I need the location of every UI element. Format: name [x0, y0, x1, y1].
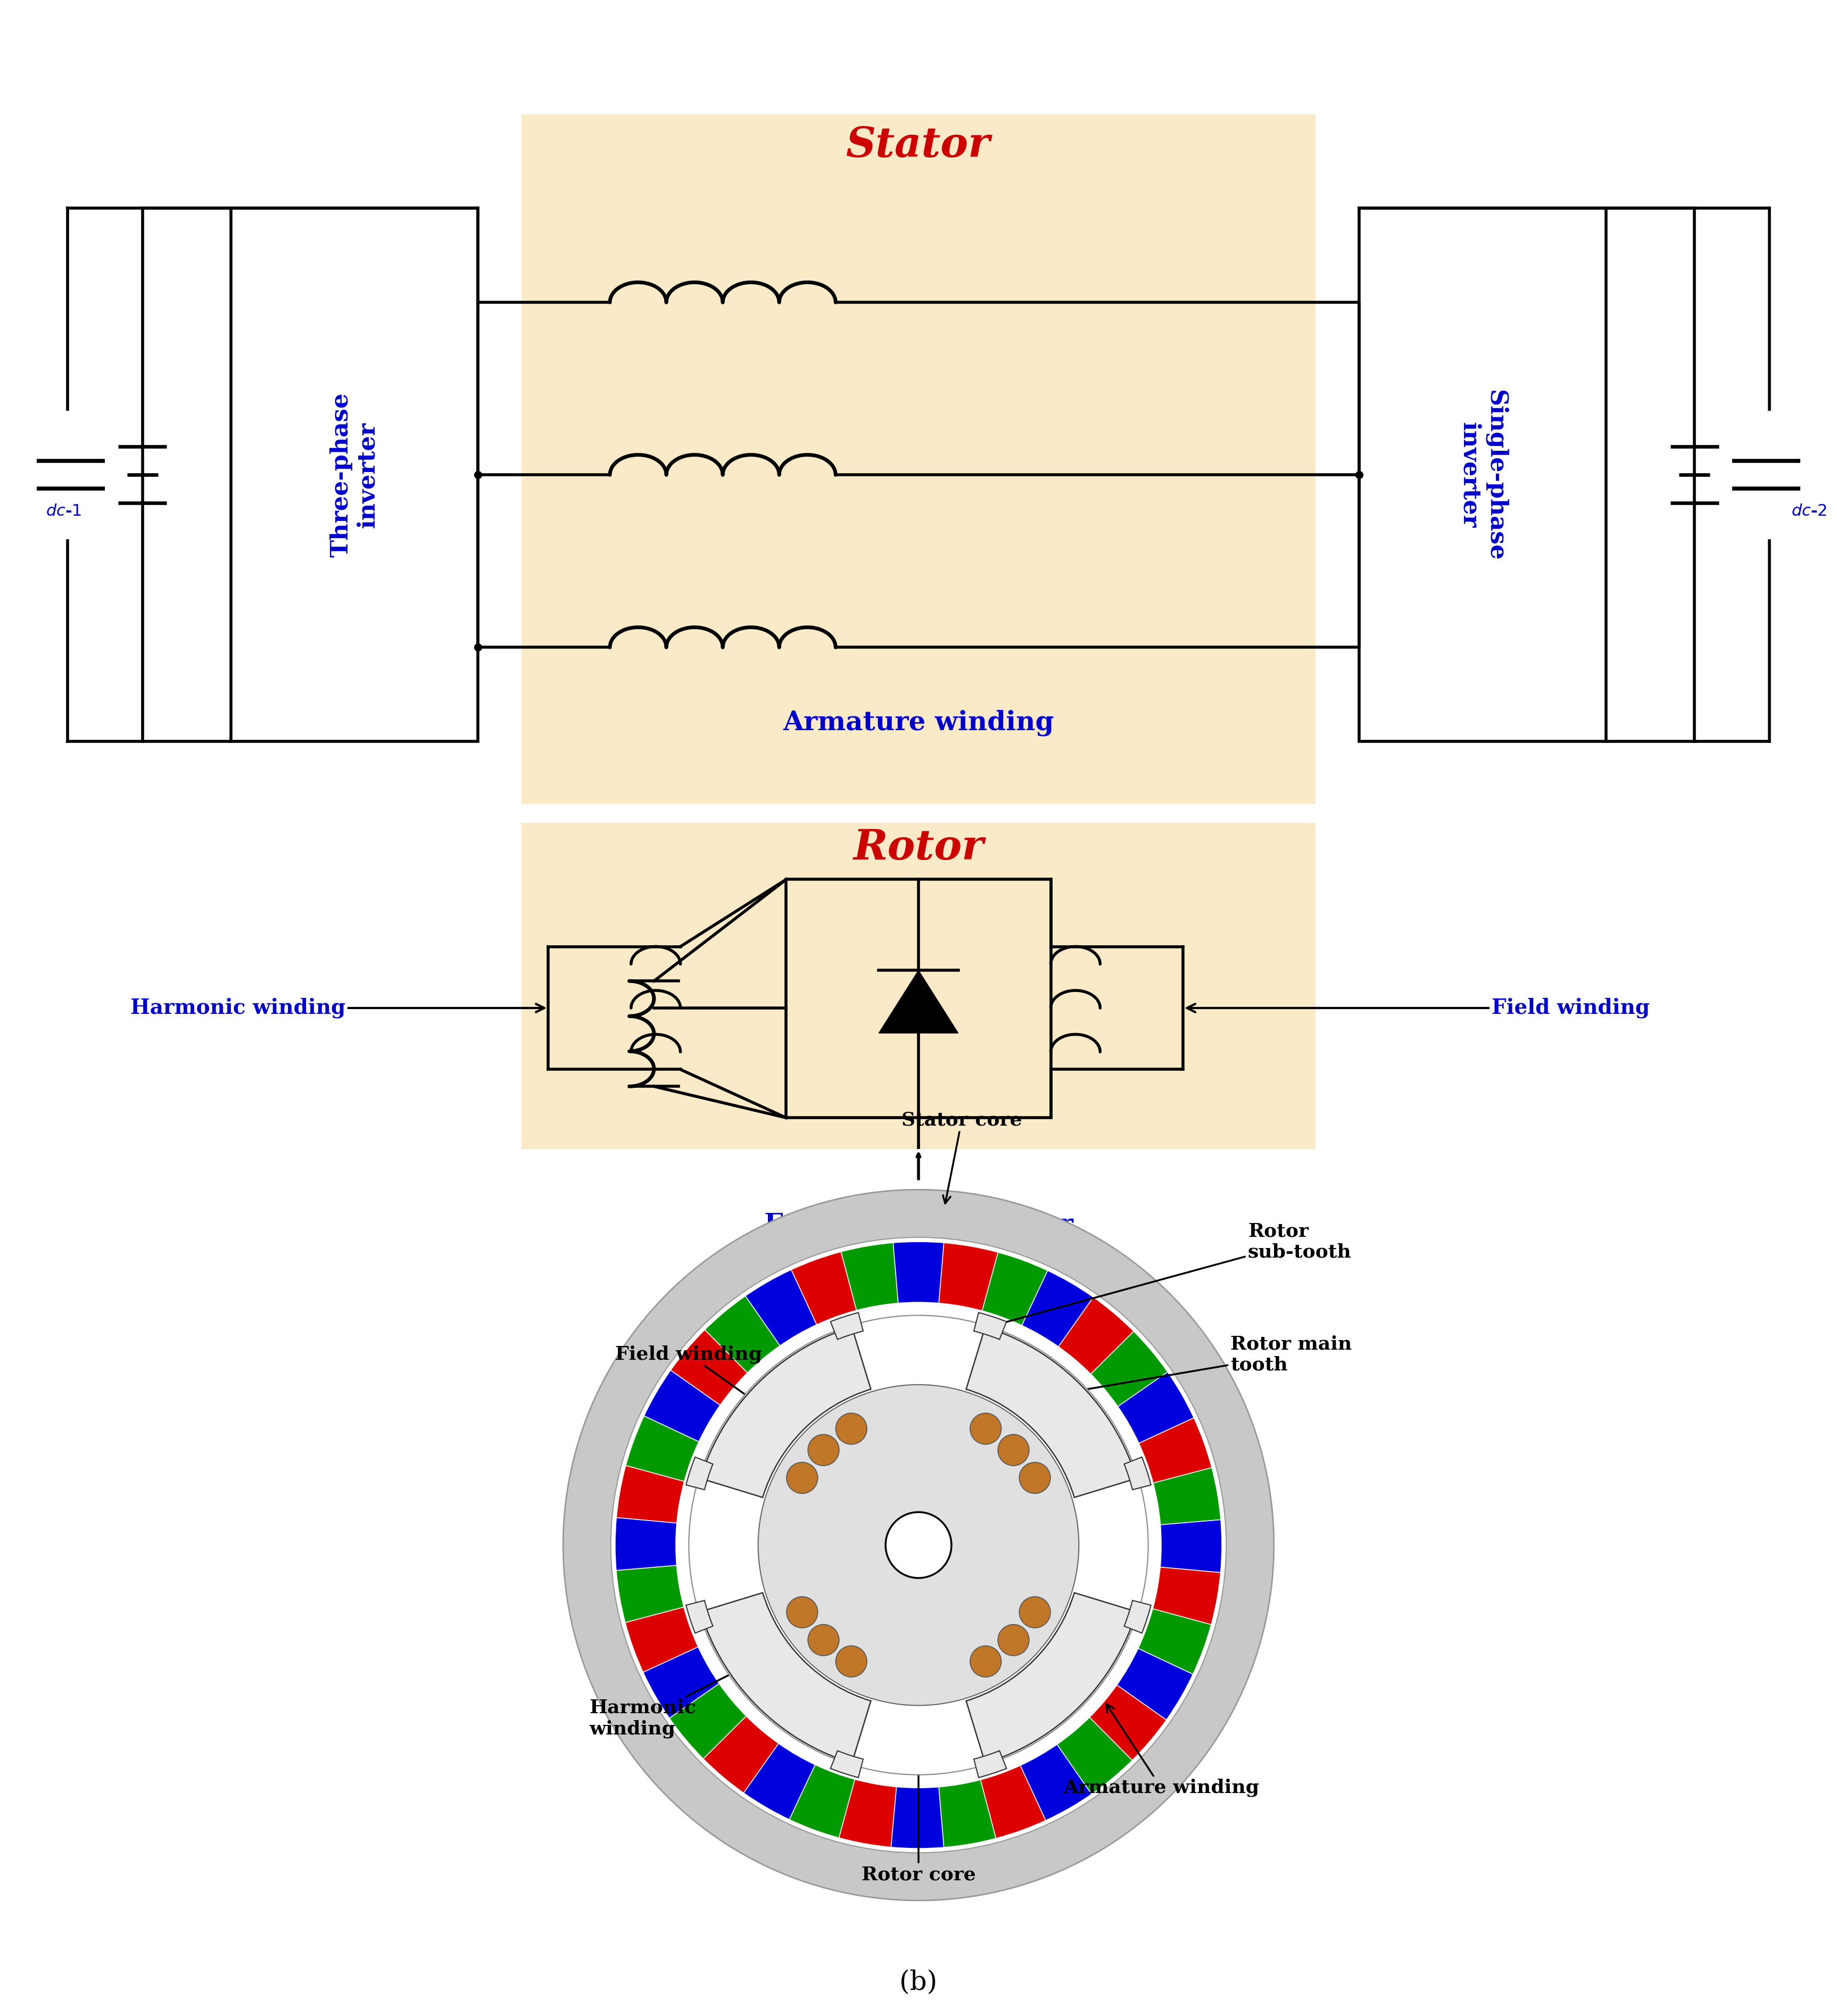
Wedge shape: [974, 1750, 1007, 1778]
Wedge shape: [643, 1371, 720, 1443]
Polygon shape: [878, 970, 959, 1032]
Circle shape: [689, 1314, 1148, 1774]
FancyBboxPatch shape: [231, 208, 478, 742]
Wedge shape: [840, 1780, 898, 1847]
Wedge shape: [685, 1601, 713, 1633]
Wedge shape: [615, 1518, 676, 1572]
Circle shape: [836, 1645, 867, 1677]
Wedge shape: [744, 1270, 817, 1347]
Wedge shape: [840, 1242, 898, 1310]
Text: Rotor: Rotor: [852, 829, 985, 869]
Circle shape: [997, 1625, 1029, 1655]
Circle shape: [970, 1413, 1001, 1443]
Wedge shape: [1139, 1415, 1212, 1484]
Wedge shape: [700, 1327, 871, 1498]
Wedge shape: [981, 1252, 1047, 1325]
Circle shape: [997, 1435, 1029, 1466]
Wedge shape: [891, 1242, 946, 1302]
Text: Rotor
sub-tooth: Rotor sub-tooth: [994, 1222, 1352, 1327]
Wedge shape: [1020, 1270, 1093, 1347]
Text: Harmonic winding: Harmonic winding: [130, 998, 544, 1018]
Wedge shape: [790, 1252, 856, 1325]
Circle shape: [808, 1625, 840, 1655]
Wedge shape: [790, 1764, 856, 1839]
Wedge shape: [1089, 1331, 1168, 1407]
Wedge shape: [1161, 1518, 1222, 1572]
Wedge shape: [1020, 1744, 1093, 1820]
Text: $dc$-$1$: $dc$-$1$: [46, 504, 81, 520]
Wedge shape: [830, 1750, 863, 1778]
Wedge shape: [1117, 1371, 1194, 1443]
Text: Full-Bridge Rectifier: Full-Bridge Rectifier: [764, 1212, 1073, 1238]
FancyBboxPatch shape: [522, 823, 1315, 1149]
Wedge shape: [1089, 1683, 1168, 1760]
Circle shape: [808, 1435, 840, 1466]
Wedge shape: [669, 1331, 748, 1407]
Circle shape: [564, 1189, 1273, 1901]
Circle shape: [836, 1413, 867, 1443]
Wedge shape: [974, 1312, 1007, 1339]
Text: Field winding: Field winding: [615, 1345, 821, 1447]
Text: Field winding: Field winding: [1187, 998, 1650, 1018]
Circle shape: [786, 1462, 817, 1494]
Wedge shape: [830, 1312, 863, 1339]
Wedge shape: [700, 1593, 871, 1764]
Wedge shape: [1139, 1607, 1212, 1673]
Wedge shape: [615, 1466, 685, 1524]
Wedge shape: [981, 1764, 1047, 1839]
Circle shape: [610, 1238, 1227, 1853]
Text: Stator: Stator: [847, 125, 990, 165]
Circle shape: [786, 1597, 817, 1627]
Wedge shape: [643, 1647, 720, 1720]
Wedge shape: [1152, 1466, 1222, 1524]
Wedge shape: [1152, 1564, 1222, 1625]
Text: $dc$-$2$: $dc$-$2$: [1791, 504, 1828, 520]
Wedge shape: [1117, 1647, 1194, 1720]
Wedge shape: [891, 1786, 946, 1849]
Circle shape: [1020, 1462, 1051, 1494]
Text: (a): (a): [900, 1292, 937, 1318]
Wedge shape: [966, 1593, 1137, 1764]
Text: Stator core: Stator core: [902, 1111, 1021, 1204]
Wedge shape: [669, 1683, 748, 1760]
FancyBboxPatch shape: [522, 115, 1315, 804]
Wedge shape: [966, 1327, 1137, 1498]
Text: Rotor main
tooth: Rotor main tooth: [1075, 1335, 1352, 1393]
Wedge shape: [1056, 1716, 1133, 1794]
Text: Single-phase
inverter: Single-phase inverter: [1459, 389, 1508, 560]
Wedge shape: [1124, 1458, 1152, 1490]
Text: Armature winding: Armature winding: [783, 710, 1054, 736]
Circle shape: [759, 1385, 1078, 1706]
Text: (b): (b): [900, 1970, 937, 1996]
Wedge shape: [939, 1780, 997, 1847]
Wedge shape: [615, 1564, 685, 1625]
Circle shape: [1020, 1597, 1051, 1627]
Wedge shape: [704, 1716, 781, 1794]
Wedge shape: [685, 1458, 713, 1490]
Wedge shape: [744, 1744, 817, 1820]
Text: Rotor core: Rotor core: [862, 1683, 975, 1883]
Wedge shape: [1056, 1296, 1133, 1375]
Circle shape: [885, 1512, 952, 1579]
Text: Harmonic
winding: Harmonic winding: [590, 1633, 812, 1738]
Wedge shape: [704, 1296, 781, 1375]
Circle shape: [970, 1645, 1001, 1677]
FancyBboxPatch shape: [1359, 208, 1606, 742]
Wedge shape: [625, 1607, 698, 1673]
FancyBboxPatch shape: [786, 879, 1051, 1117]
Wedge shape: [939, 1242, 997, 1310]
Wedge shape: [1124, 1601, 1152, 1633]
Wedge shape: [625, 1415, 698, 1484]
Text: Three-phase
inverter: Three-phase inverter: [329, 393, 378, 556]
Text: Armature winding: Armature winding: [1064, 1704, 1258, 1796]
